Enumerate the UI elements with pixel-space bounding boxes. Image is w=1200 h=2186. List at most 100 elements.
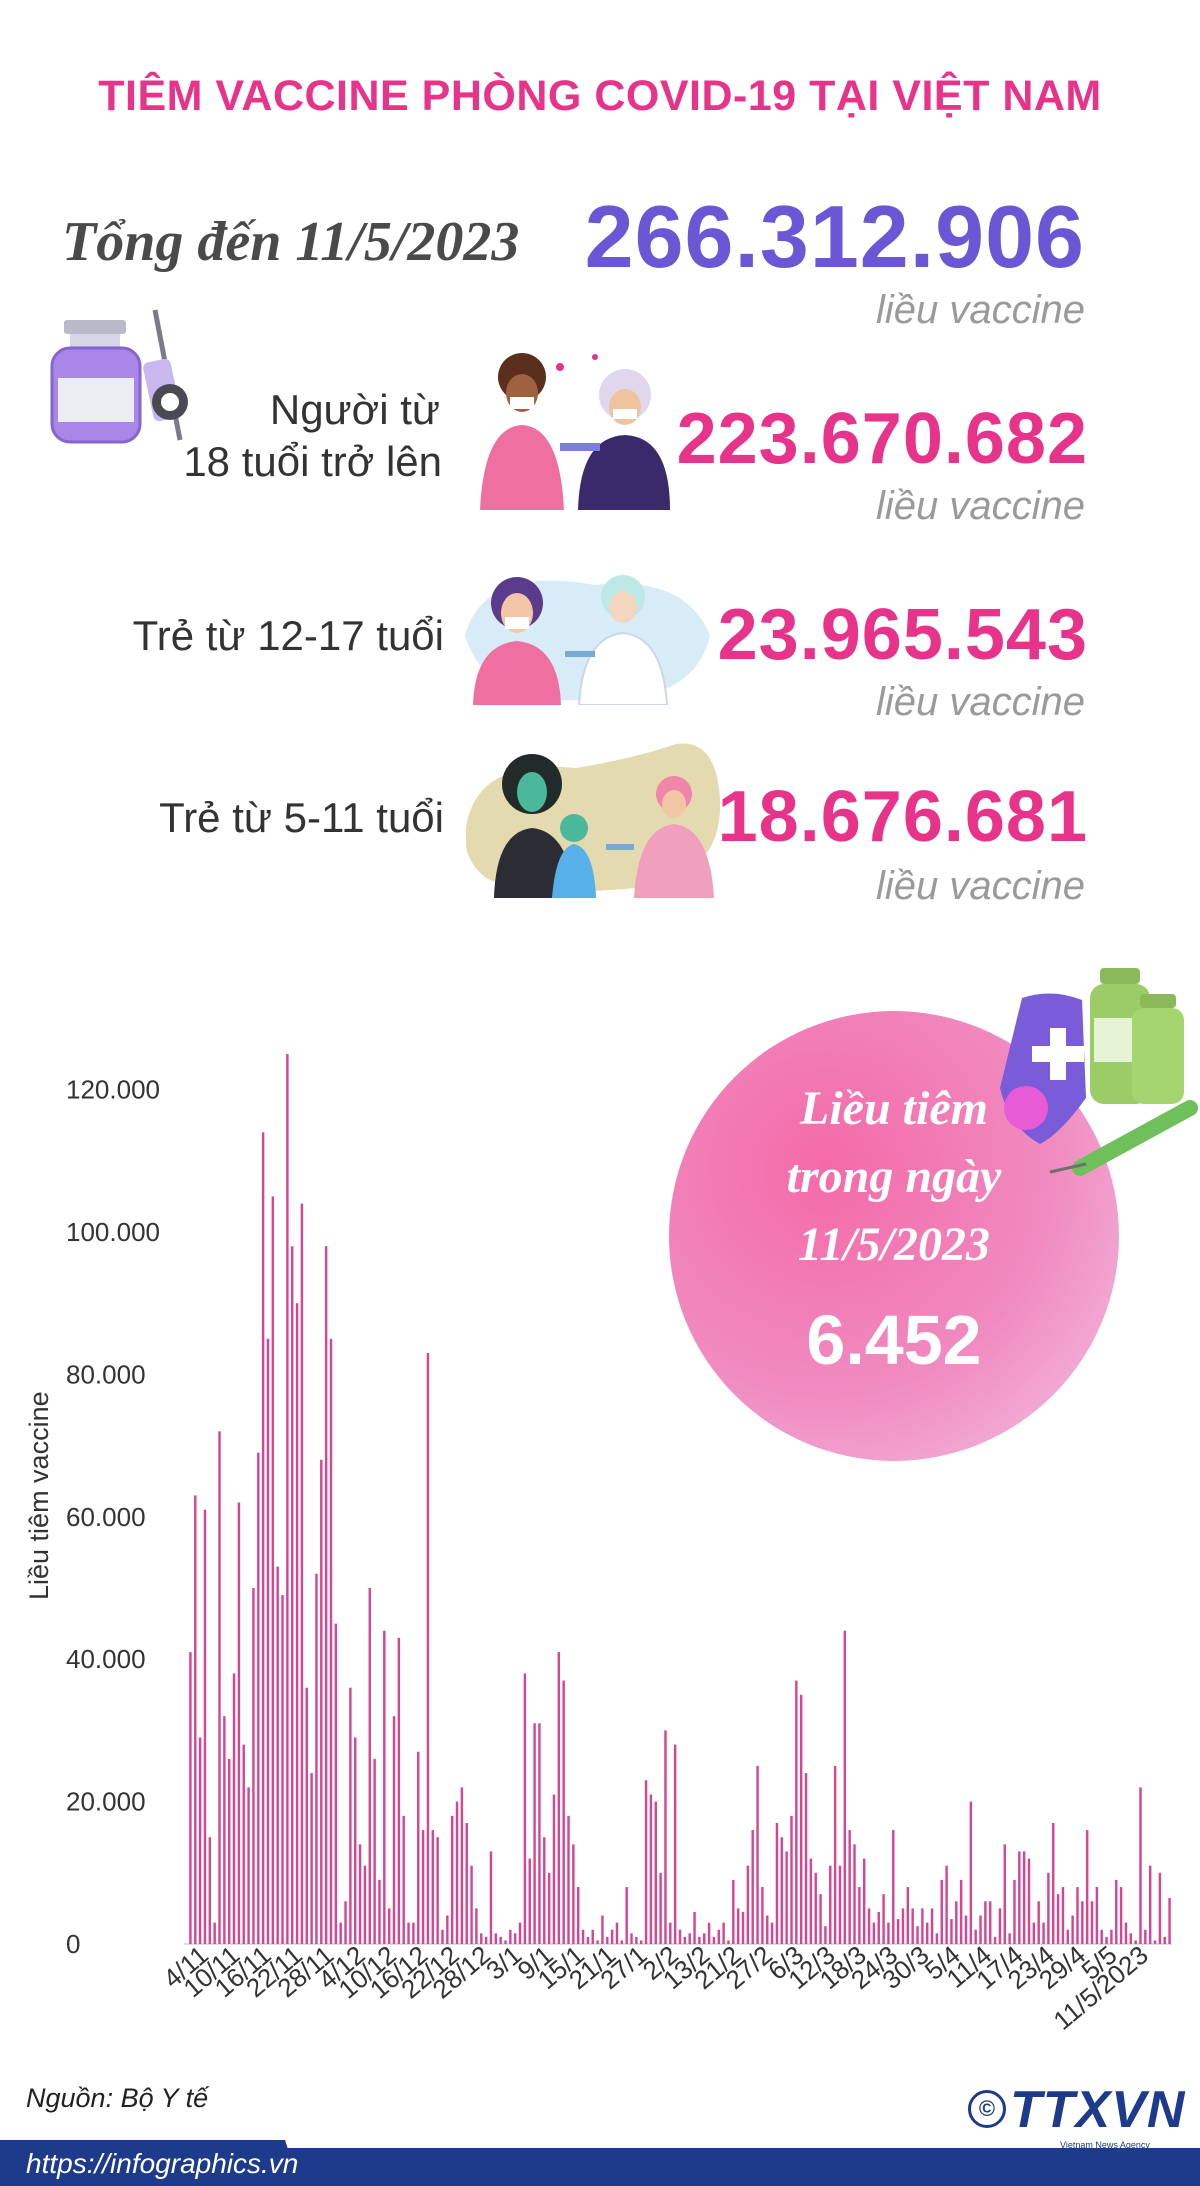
bar [824, 1926, 827, 1944]
bar [1163, 1936, 1166, 1944]
bar [853, 1844, 856, 1944]
group-child-unit: liều vaccine [875, 864, 1085, 908]
bar [261, 1132, 265, 1944]
bar [654, 1801, 657, 1944]
bar [1081, 1901, 1084, 1944]
bar [436, 1837, 439, 1944]
bar [640, 1940, 643, 1944]
bar [484, 1936, 488, 1944]
bar [257, 1452, 260, 1944]
bar [1100, 1929, 1103, 1944]
bubble-line2: trong ngày [786, 1150, 1002, 1203]
bar [247, 1787, 250, 1944]
bar [1153, 1940, 1157, 1944]
bar [455, 1801, 459, 1944]
bar [518, 1922, 522, 1944]
bar [1105, 1936, 1108, 1944]
bar [872, 1922, 876, 1944]
bar [703, 1933, 706, 1944]
bar [770, 1922, 774, 1944]
bar [1047, 1872, 1050, 1944]
group-child-label: Trẻ từ 5-11 tuổi [159, 794, 444, 841]
bar [305, 1687, 308, 1944]
bar [615, 1922, 619, 1944]
y-tick-label: 0 [66, 1929, 80, 1959]
bar [310, 1773, 313, 1944]
y-axis-label: Liều tiêm vaccine [24, 1391, 54, 1600]
bubble-value: 6.452 [806, 1301, 982, 1379]
bar [402, 1815, 405, 1944]
bar [1119, 1887, 1123, 1944]
bar [862, 1858, 866, 1944]
bar [266, 1338, 270, 1944]
bar [383, 1630, 386, 1944]
bar [320, 1459, 323, 1944]
bar [252, 1588, 255, 1944]
bar [955, 1901, 958, 1944]
bar [945, 1865, 948, 1944]
bar [921, 1908, 924, 1944]
bar [969, 1801, 973, 1944]
bar [562, 1680, 565, 1944]
bar [286, 1054, 289, 1944]
website-link[interactable]: https://infographics.vn [26, 2148, 299, 2179]
total-label: Tổng đến 11/5/2023 [62, 211, 520, 273]
bar [1032, 1922, 1036, 1944]
bar [189, 1652, 192, 1944]
bar [707, 1922, 711, 1944]
bar [984, 1901, 987, 1944]
bar [756, 1766, 759, 1944]
bar [344, 1901, 347, 1944]
bar [829, 1865, 832, 1944]
bar [1076, 1887, 1079, 1944]
child-vaccination-icon [466, 743, 721, 898]
bar [606, 1936, 609, 1944]
bar [766, 1915, 769, 1944]
bar [208, 1837, 212, 1944]
bar [940, 1879, 943, 1944]
bar [688, 1933, 691, 1944]
bar [1052, 1822, 1055, 1944]
bar [649, 1794, 653, 1944]
bar [746, 1865, 750, 1944]
bar [576, 1887, 580, 1944]
bar [557, 1652, 561, 1944]
bar [1134, 1940, 1137, 1944]
bar [935, 1933, 939, 1944]
bar [300, 1203, 304, 1944]
bar [843, 1630, 847, 1944]
bar [349, 1687, 352, 1944]
bar [683, 1936, 687, 1944]
bar [979, 1915, 982, 1944]
bar [1061, 1887, 1065, 1944]
bar [620, 1940, 624, 1944]
teen-vaccination-icon [465, 575, 710, 705]
bar [601, 1915, 604, 1944]
footer-tab [0, 2140, 300, 2186]
bar [867, 1908, 871, 1944]
bar [358, 1844, 362, 1944]
bar [1042, 1922, 1045, 1944]
bar [1013, 1879, 1016, 1944]
bar [1022, 1851, 1026, 1944]
bar [373, 1758, 376, 1944]
bar [237, 1502, 241, 1944]
bar [412, 1922, 415, 1944]
bar [291, 1246, 294, 1944]
bar [387, 1908, 391, 1944]
bar [799, 1694, 803, 1944]
bubble-line1: Liều tiêm [800, 1082, 988, 1135]
bar [339, 1922, 342, 1944]
y-tick-label: 80.000 [66, 1359, 146, 1389]
bar [1085, 1830, 1089, 1944]
bar [1018, 1851, 1021, 1944]
bar [644, 1780, 648, 1944]
bar [213, 1922, 216, 1944]
bar [586, 1936, 590, 1944]
bar [421, 1830, 425, 1944]
bar [911, 1908, 914, 1944]
bar [271, 1196, 275, 1944]
bar [1148, 1865, 1152, 1944]
bar [722, 1922, 725, 1944]
bar [950, 1919, 953, 1944]
